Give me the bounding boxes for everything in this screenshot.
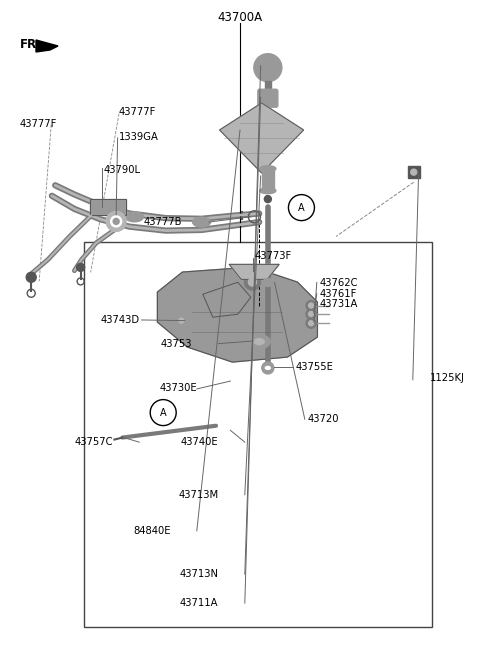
Circle shape xyxy=(26,272,36,283)
Text: FR.: FR. xyxy=(20,38,42,51)
Bar xyxy=(265,81,271,91)
Circle shape xyxy=(106,212,126,231)
Polygon shape xyxy=(157,267,317,362)
Circle shape xyxy=(309,311,313,317)
Circle shape xyxy=(113,218,119,225)
Text: 43743D: 43743D xyxy=(100,315,139,325)
Circle shape xyxy=(262,362,274,374)
Polygon shape xyxy=(229,264,279,279)
Polygon shape xyxy=(220,103,304,173)
Circle shape xyxy=(244,274,260,290)
Circle shape xyxy=(264,196,271,202)
Ellipse shape xyxy=(125,212,144,222)
Circle shape xyxy=(309,303,313,308)
Polygon shape xyxy=(90,199,126,215)
Text: 43713N: 43713N xyxy=(180,569,218,579)
Circle shape xyxy=(179,318,184,323)
Ellipse shape xyxy=(248,334,270,349)
Text: 43753: 43753 xyxy=(160,338,192,349)
FancyBboxPatch shape xyxy=(258,89,278,107)
Ellipse shape xyxy=(263,279,273,286)
Text: 43762C: 43762C xyxy=(319,277,358,288)
Text: 43790L: 43790L xyxy=(103,164,140,175)
Text: 43713M: 43713M xyxy=(178,489,218,500)
Circle shape xyxy=(111,216,121,227)
Text: 43740E: 43740E xyxy=(181,437,218,447)
Polygon shape xyxy=(36,40,58,52)
Text: 43700A: 43700A xyxy=(217,11,263,24)
Text: 43761F: 43761F xyxy=(319,288,357,299)
Text: 84840E: 84840E xyxy=(133,526,170,536)
Ellipse shape xyxy=(260,166,276,171)
Circle shape xyxy=(411,169,417,175)
Text: 43711A: 43711A xyxy=(180,598,218,608)
Circle shape xyxy=(254,54,282,81)
Text: A: A xyxy=(160,407,167,418)
Text: 43730E: 43730E xyxy=(159,382,197,393)
FancyBboxPatch shape xyxy=(408,166,420,178)
Circle shape xyxy=(309,321,313,326)
Ellipse shape xyxy=(265,367,270,369)
Text: 1125KJ: 1125KJ xyxy=(430,373,465,383)
Text: 43777B: 43777B xyxy=(144,217,182,227)
Polygon shape xyxy=(203,283,251,317)
Ellipse shape xyxy=(260,188,276,194)
Ellipse shape xyxy=(263,365,273,371)
Bar xyxy=(84,242,432,627)
Text: 43777F: 43777F xyxy=(119,106,156,117)
Circle shape xyxy=(249,278,256,286)
Text: 43757C: 43757C xyxy=(74,437,113,447)
Text: 43731A: 43731A xyxy=(319,299,358,309)
Circle shape xyxy=(77,263,84,271)
Ellipse shape xyxy=(192,217,211,227)
Circle shape xyxy=(306,318,316,328)
Circle shape xyxy=(306,309,316,319)
Circle shape xyxy=(177,315,186,326)
Text: 43777F: 43777F xyxy=(19,118,57,129)
Text: 1339GA: 1339GA xyxy=(119,131,159,142)
Bar xyxy=(262,169,274,191)
Text: 43755E: 43755E xyxy=(295,361,333,372)
Ellipse shape xyxy=(254,338,264,345)
Text: 43720: 43720 xyxy=(307,414,339,424)
Text: A: A xyxy=(298,202,305,213)
Text: 43773F: 43773F xyxy=(254,251,292,261)
Circle shape xyxy=(306,300,316,311)
